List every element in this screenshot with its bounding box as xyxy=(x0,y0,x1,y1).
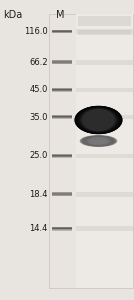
Bar xyxy=(52,62,72,63)
Ellipse shape xyxy=(78,107,119,133)
Bar xyxy=(52,91,72,92)
Bar xyxy=(52,193,72,194)
Bar xyxy=(76,29,133,34)
Ellipse shape xyxy=(81,109,116,131)
Bar xyxy=(52,154,72,155)
Bar xyxy=(52,63,72,64)
Bar xyxy=(76,115,133,119)
Ellipse shape xyxy=(79,108,118,132)
Text: kDa: kDa xyxy=(3,11,22,20)
Ellipse shape xyxy=(82,109,115,131)
Bar xyxy=(76,60,133,64)
Bar xyxy=(52,228,72,229)
Ellipse shape xyxy=(84,136,113,146)
Bar xyxy=(52,194,72,195)
Bar xyxy=(52,157,72,158)
Ellipse shape xyxy=(82,136,115,146)
Bar xyxy=(52,60,72,61)
Bar xyxy=(52,117,72,118)
Bar xyxy=(52,118,72,119)
Bar xyxy=(76,154,133,158)
Bar xyxy=(52,90,72,91)
Bar xyxy=(52,61,72,62)
Bar xyxy=(52,30,72,31)
Bar xyxy=(49,14,133,288)
Ellipse shape xyxy=(76,106,121,134)
Bar xyxy=(76,226,133,231)
Ellipse shape xyxy=(81,108,116,132)
Ellipse shape xyxy=(79,108,118,132)
Ellipse shape xyxy=(86,137,111,145)
Bar xyxy=(78,16,131,26)
Ellipse shape xyxy=(80,108,117,132)
Bar xyxy=(52,156,72,157)
Ellipse shape xyxy=(77,107,120,133)
Text: 14.4: 14.4 xyxy=(29,224,48,233)
Ellipse shape xyxy=(75,106,122,134)
Ellipse shape xyxy=(81,135,116,147)
Ellipse shape xyxy=(80,135,117,147)
Ellipse shape xyxy=(85,136,112,146)
Text: 116.0: 116.0 xyxy=(24,27,48,36)
Bar xyxy=(52,229,72,230)
Bar xyxy=(76,88,133,92)
Text: 18.4: 18.4 xyxy=(29,190,48,199)
Ellipse shape xyxy=(88,137,109,145)
Text: M: M xyxy=(56,11,64,20)
Ellipse shape xyxy=(77,107,120,133)
Bar xyxy=(52,31,72,32)
Text: 25.0: 25.0 xyxy=(29,152,48,160)
Bar xyxy=(52,89,72,90)
Ellipse shape xyxy=(82,109,115,131)
Bar xyxy=(52,116,72,117)
Bar xyxy=(76,14,133,288)
Bar xyxy=(52,115,72,116)
Text: 35.0: 35.0 xyxy=(29,112,48,122)
Bar xyxy=(52,155,72,156)
Ellipse shape xyxy=(81,109,116,131)
Ellipse shape xyxy=(74,106,123,134)
Text: 45.0: 45.0 xyxy=(29,85,48,94)
Ellipse shape xyxy=(80,108,117,132)
Ellipse shape xyxy=(76,106,121,134)
Ellipse shape xyxy=(89,137,108,145)
Bar xyxy=(76,192,133,197)
Text: 66.2: 66.2 xyxy=(29,58,48,67)
Bar xyxy=(52,227,72,228)
Bar xyxy=(78,30,131,34)
Bar xyxy=(52,88,72,89)
Bar xyxy=(52,32,72,33)
Ellipse shape xyxy=(75,106,122,134)
Bar xyxy=(52,195,72,196)
Ellipse shape xyxy=(83,109,114,131)
Ellipse shape xyxy=(78,107,119,133)
Ellipse shape xyxy=(77,107,120,133)
